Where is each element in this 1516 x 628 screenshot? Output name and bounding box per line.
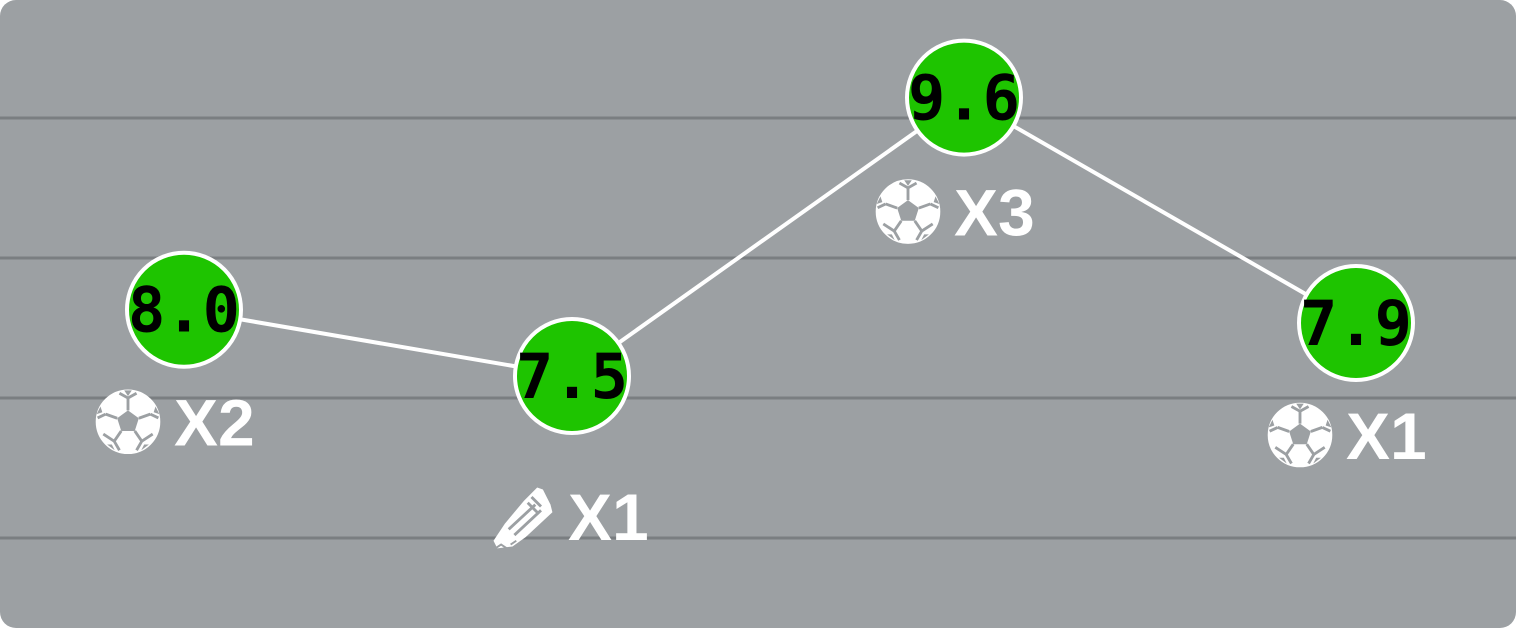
rating-value-label: 7.5 bbox=[516, 340, 628, 413]
data-point-group: 7.9 X1 bbox=[1267, 264, 1427, 473]
event-count-label: X3 bbox=[954, 176, 1035, 250]
rating-value-label: 7.9 bbox=[1300, 287, 1412, 360]
rating-marker[interactable] bbox=[125, 250, 243, 369]
rating-marker[interactable] bbox=[1297, 264, 1415, 382]
data-points: 8.0 X2 7.5 X1 9.6 X3 7.9 X1 bbox=[95, 38, 1427, 554]
rating-value-label: 8.0 bbox=[128, 274, 240, 347]
data-point-group: 7.5 X1 bbox=[492, 317, 649, 554]
soccer-ball-icon bbox=[95, 388, 161, 455]
event-count-label: X1 bbox=[1346, 399, 1427, 473]
data-point-group: 9.6 X3 bbox=[875, 38, 1035, 250]
data-point-group: 8.0 X2 bbox=[95, 250, 255, 460]
rating-value-label: 9.6 bbox=[908, 62, 1020, 135]
gridlines bbox=[0, 116, 1516, 540]
soccer-ball-icon bbox=[875, 178, 941, 245]
soccer-ball-icon bbox=[1267, 402, 1333, 468]
event-count-label: X2 bbox=[174, 386, 255, 460]
rating-series-line bbox=[183, 95, 1357, 379]
rating-marker[interactable] bbox=[905, 38, 1023, 157]
rating-marker[interactable] bbox=[513, 317, 631, 436]
event-count-label: X1 bbox=[568, 480, 649, 554]
